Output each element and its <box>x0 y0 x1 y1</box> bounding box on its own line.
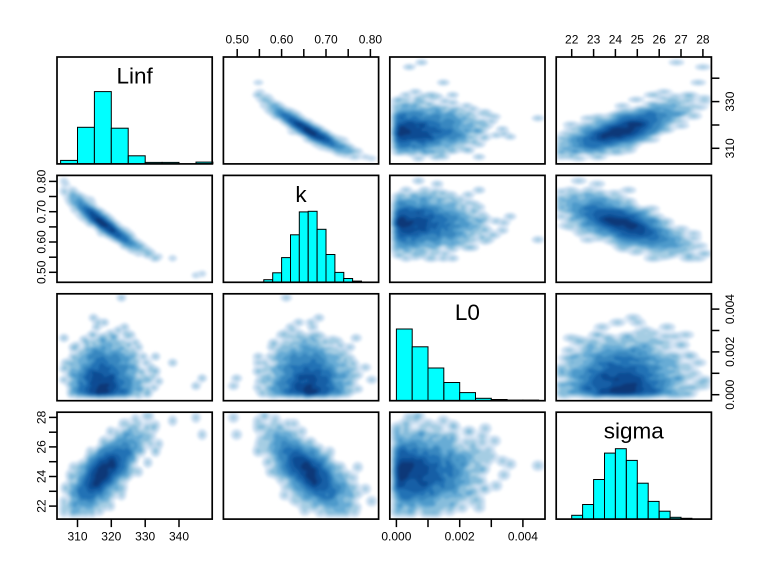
svg-text:0.80: 0.80 <box>34 169 48 193</box>
svg-text:0.70: 0.70 <box>34 200 48 224</box>
svg-text:0.002: 0.002 <box>723 337 737 367</box>
svg-text:0.80: 0.80 <box>359 33 383 47</box>
svg-text:sigma: sigma <box>604 419 665 444</box>
svg-text:25: 25 <box>631 33 645 47</box>
svg-text:Linf: Linf <box>116 63 153 88</box>
svg-text:28: 28 <box>34 410 48 424</box>
svg-text:L0: L0 <box>455 300 480 325</box>
svg-text:26: 26 <box>653 33 667 47</box>
svg-text:0.50: 0.50 <box>34 260 48 284</box>
svg-text:24: 24 <box>609 33 623 47</box>
svg-text:0.000: 0.000 <box>381 530 411 544</box>
svg-text:340: 340 <box>169 530 189 544</box>
svg-text:0.000: 0.000 <box>723 379 737 409</box>
svg-text:330: 330 <box>135 530 155 544</box>
svg-text:k: k <box>295 182 307 207</box>
svg-text:0.002: 0.002 <box>445 530 475 544</box>
svg-text:24: 24 <box>34 470 48 484</box>
svg-text:22: 22 <box>565 33 579 47</box>
svg-text:26: 26 <box>34 440 48 454</box>
svg-text:28: 28 <box>696 33 710 47</box>
svg-text:0.50: 0.50 <box>226 33 250 47</box>
svg-text:0.60: 0.60 <box>34 230 48 254</box>
svg-text:310: 310 <box>67 530 87 544</box>
svg-text:0.004: 0.004 <box>723 294 737 324</box>
svg-text:27: 27 <box>674 33 688 47</box>
svg-text:23: 23 <box>587 33 601 47</box>
svg-text:22: 22 <box>34 499 48 513</box>
svg-text:0.004: 0.004 <box>508 530 538 544</box>
svg-text:0.70: 0.70 <box>314 33 338 47</box>
svg-text:0.60: 0.60 <box>270 33 294 47</box>
svg-text:320: 320 <box>101 530 121 544</box>
svg-text:310: 310 <box>723 138 737 158</box>
svg-text:330: 330 <box>723 91 737 111</box>
